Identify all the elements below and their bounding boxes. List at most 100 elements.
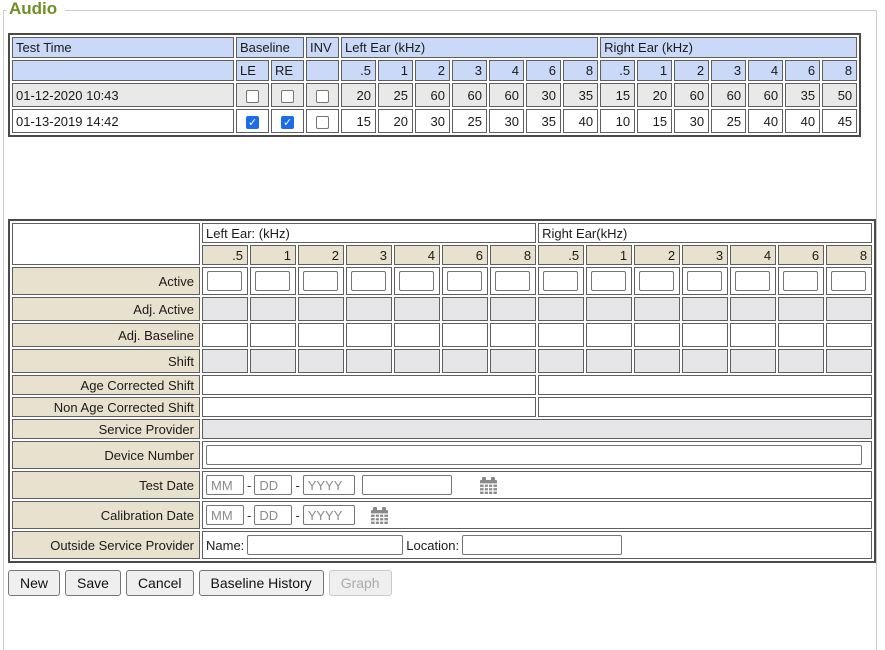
test-date-month-input[interactable]	[206, 475, 244, 495]
active-input[interactable]	[831, 271, 867, 291]
active-input[interactable]	[735, 271, 771, 291]
shift-cell	[778, 349, 825, 373]
value-cell: 25	[452, 109, 487, 133]
inv-cell	[306, 83, 339, 107]
baseline-header: Baseline	[236, 37, 304, 58]
shift-cell	[346, 349, 392, 373]
age-corrected-shift-row-label: Age Corrected Shift	[12, 375, 200, 395]
test-time-value: 01-13-2019 14:42	[12, 109, 234, 133]
active-input[interactable]	[783, 271, 819, 291]
active-input[interactable]	[495, 271, 531, 291]
value-cell: 35	[563, 83, 599, 107]
device-number-input[interactable]	[206, 445, 862, 465]
freq-header: 8	[826, 245, 873, 265]
freq-header: .5	[538, 245, 585, 265]
section-title: Audio	[7, 0, 66, 19]
adj-baseline-cell	[730, 323, 777, 347]
inv-header: INV	[306, 37, 339, 58]
calibration-date-month-input[interactable]	[206, 505, 244, 525]
shift-cell	[202, 349, 248, 373]
value-cell: 60	[452, 83, 487, 107]
shift-cell	[538, 349, 585, 373]
inv-checkbox[interactable]	[316, 89, 329, 103]
active-input[interactable]	[639, 271, 675, 291]
test-date-day-input[interactable]	[254, 475, 293, 495]
calibration-date-year-input[interactable]	[302, 505, 355, 525]
shift-cell	[250, 349, 296, 373]
new-button[interactable]: New	[8, 570, 61, 596]
value-cell: 30	[489, 109, 524, 133]
device-number-cell	[202, 441, 873, 469]
baseline-history-button[interactable]: Baseline History	[198, 570, 324, 596]
le-checkbox[interactable]	[246, 89, 259, 103]
freq-header: 8	[563, 60, 599, 81]
value-cell: 15	[600, 83, 636, 107]
value-cell: 35	[526, 109, 561, 133]
le-header: LE	[236, 60, 269, 81]
active-cell	[346, 267, 392, 295]
outside-provider-name-input[interactable]	[247, 535, 404, 555]
active-cell	[298, 267, 344, 295]
adj-active-cell	[586, 297, 633, 321]
outside-provider-location-input[interactable]	[462, 535, 623, 555]
shift-row-label: Shift	[12, 349, 200, 373]
value-cell: 20	[637, 83, 673, 107]
active-input[interactable]	[543, 271, 579, 291]
value-cell: 30	[674, 109, 710, 133]
freq-header: 4	[730, 245, 777, 265]
active-input[interactable]	[255, 271, 290, 291]
shift-cell	[442, 349, 488, 373]
adj-baseline-cell	[298, 323, 344, 347]
adj-active-row-label: Adj. Active	[12, 297, 200, 321]
active-row-label: Active	[12, 267, 200, 295]
cancel-button[interactable]: Cancel	[125, 570, 194, 596]
value-cell: 15	[637, 109, 673, 133]
calendar-icon[interactable]	[479, 476, 498, 495]
active-input[interactable]	[207, 271, 242, 291]
shift-cell	[634, 349, 681, 373]
active-input[interactable]	[351, 271, 386, 291]
freq-header: 2	[634, 245, 681, 265]
freq-header: 1	[586, 245, 633, 265]
location-label: Location:	[406, 537, 460, 553]
freq-header: 4	[489, 60, 524, 81]
re-checkbox[interactable]	[281, 89, 294, 103]
value-cell: 20	[378, 109, 413, 133]
value-cell: 10	[600, 109, 636, 133]
freq-header: 8	[822, 60, 858, 81]
test-date-year-input[interactable]	[302, 475, 355, 495]
active-input[interactable]	[399, 271, 434, 291]
audiogram-entry-table: Left Ear: (kHz) Right Ear(kHz) .5 1 2 3 …	[8, 219, 877, 563]
freq-header: .5	[341, 60, 376, 81]
audiogram-history-table: Test Time Baseline INV Left Ear (kHz) Ri…	[8, 33, 862, 137]
re-checkbox[interactable]	[281, 115, 294, 129]
adj-baseline-cell	[490, 323, 537, 347]
save-button[interactable]: Save	[65, 570, 121, 596]
freq-header: 1	[378, 60, 413, 81]
calibration-date-day-input[interactable]	[254, 505, 293, 525]
le-checkbox[interactable]	[246, 115, 259, 129]
freq-header: .5	[600, 60, 636, 81]
adj-baseline-cell	[346, 323, 392, 347]
non-age-corrected-shift-right-cell	[538, 397, 873, 417]
value-cell: 25	[711, 109, 747, 133]
shift-cell	[298, 349, 344, 373]
adj-active-cell	[298, 297, 344, 321]
active-input[interactable]	[447, 271, 482, 291]
active-input[interactable]	[591, 271, 627, 291]
outside-service-provider-cell: Name: Location:	[202, 531, 873, 559]
freq-header: 3	[682, 245, 729, 265]
active-cell	[730, 267, 777, 295]
name-label: Name:	[206, 537, 245, 553]
calendar-icon[interactable]	[370, 506, 389, 525]
test-time-input[interactable]	[361, 475, 452, 495]
right-ear-entry-header: Right Ear(kHz)	[538, 223, 873, 243]
active-input[interactable]	[687, 271, 723, 291]
active-input[interactable]	[303, 271, 338, 291]
inv-checkbox[interactable]	[316, 115, 329, 129]
freq-header: 4	[748, 60, 784, 81]
inv-cell	[306, 109, 339, 133]
value-cell: 60	[674, 83, 710, 107]
adj-baseline-cell	[778, 323, 825, 347]
value-cell: 45	[822, 109, 858, 133]
